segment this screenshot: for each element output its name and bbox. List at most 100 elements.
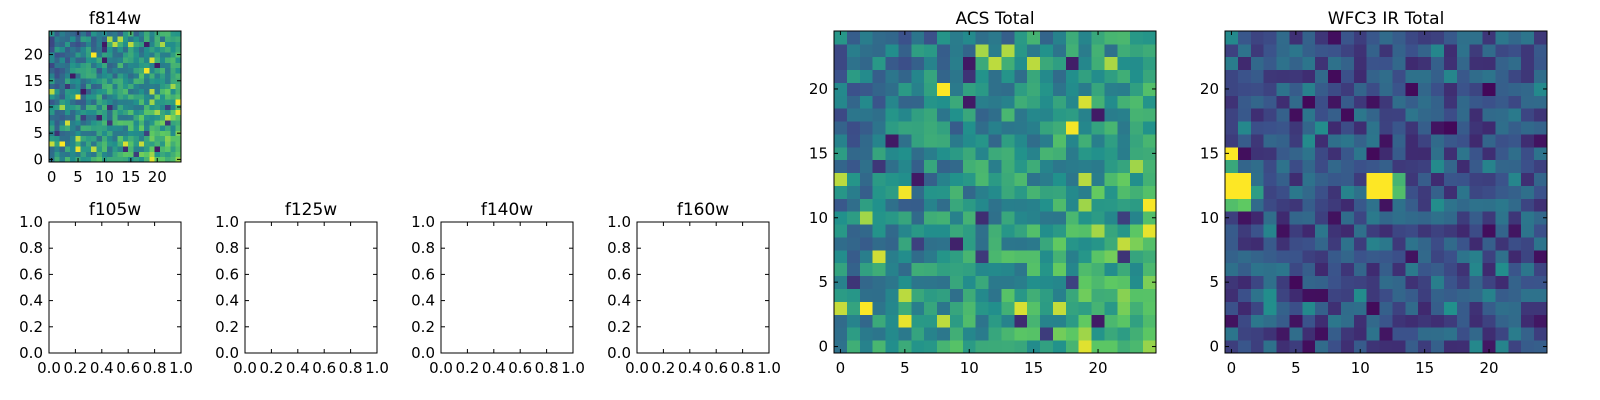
heatmap-cell	[949, 314, 964, 328]
panel-title: WFC3 IR Total	[1328, 9, 1445, 29]
heatmap-cell	[107, 72, 113, 79]
heatmap-cell	[1117, 288, 1131, 302]
heatmap-cell	[1534, 327, 1548, 341]
heatmap-cell	[1027, 95, 1041, 109]
heatmap-cell	[165, 36, 171, 42]
heatmap-cell	[1065, 198, 1080, 212]
heatmap-cell	[1392, 340, 1406, 354]
heatmap-cell	[1250, 56, 1265, 71]
heatmap-cell	[1418, 237, 1432, 251]
heatmap-cell	[117, 99, 124, 105]
heatmap-cell	[1353, 327, 1368, 341]
heatmap-cell	[1405, 146, 1419, 161]
heatmap-cell	[1302, 211, 1316, 225]
heatmap-cell	[1289, 275, 1303, 289]
heatmap-cell	[59, 51, 66, 58]
heatmap-cell	[1001, 327, 1015, 341]
heatmap-cell	[138, 51, 145, 58]
heatmap-cell	[54, 125, 60, 131]
heatmap-cell	[144, 99, 150, 105]
heatmap-cell	[924, 275, 938, 289]
heatmap-cell	[1405, 224, 1419, 238]
heatmap-cell	[924, 211, 938, 225]
heatmap-cell	[962, 82, 977, 96]
heatmap-cell	[1469, 301, 1483, 315]
heatmap-cell	[872, 69, 886, 83]
heatmap-cell	[149, 109, 155, 116]
heatmap-cell	[91, 146, 97, 152]
heatmap-cell	[1040, 159, 1054, 174]
heatmap-cell	[846, 56, 861, 71]
heatmap-cell	[1014, 146, 1028, 161]
heatmap-cell	[80, 151, 87, 158]
heatmap-cell	[80, 83, 87, 90]
heatmap-cell	[1117, 237, 1131, 251]
heatmap-cell	[70, 114, 76, 121]
heatmap-cell	[91, 156, 97, 163]
y-tick-label: 5	[1209, 273, 1219, 291]
heatmap-cell	[149, 46, 155, 53]
heatmap-cell	[1225, 108, 1239, 122]
heatmap-cell	[1001, 108, 1015, 122]
heatmap-cell	[949, 237, 964, 251]
heatmap-cell	[911, 172, 925, 186]
heatmap-cell	[85, 99, 92, 105]
heatmap-cell	[144, 67, 150, 74]
heatmap-cell	[1443, 198, 1458, 212]
heatmap-cell	[1237, 237, 1252, 251]
heatmap-cell	[1443, 134, 1458, 148]
heatmap-cell	[1456, 108, 1471, 122]
heatmap-cell	[170, 125, 177, 131]
heatmap-cell	[1263, 121, 1277, 135]
heatmap-cell	[149, 41, 155, 48]
heatmap-cell	[1431, 134, 1445, 148]
heatmap-cell	[107, 120, 113, 126]
heatmap-cell	[962, 121, 977, 135]
heatmap-cell	[85, 114, 92, 121]
heatmap-cell	[1456, 95, 1471, 109]
heatmap-cell	[1289, 198, 1303, 212]
heatmap-cell	[1392, 237, 1406, 251]
heatmap-cell	[149, 88, 155, 95]
heatmap-cell	[962, 262, 977, 277]
heatmap-cell	[1065, 262, 1080, 277]
heatmap-cell	[1495, 237, 1509, 251]
heatmap-cell	[949, 56, 964, 71]
heatmap-cell	[1443, 121, 1458, 135]
heatmap-cell	[1263, 262, 1277, 277]
axes-frame	[440, 221, 574, 354]
heatmap-cell	[1143, 121, 1157, 135]
heatmap-cell	[1469, 134, 1483, 148]
heatmap-cell	[911, 249, 925, 264]
heatmap-cell	[1250, 211, 1265, 225]
heatmap-cell	[1379, 262, 1393, 277]
heatmap-cell	[64, 88, 71, 95]
heatmap-cell	[80, 141, 87, 147]
heatmap-cell	[1302, 340, 1316, 354]
heatmap-cell	[1405, 340, 1419, 354]
heatmap-cell	[54, 72, 60, 79]
heatmap-cell	[1225, 159, 1239, 174]
heatmap-cell	[834, 43, 848, 58]
heatmap-cell	[1289, 224, 1303, 238]
heatmap-cell	[962, 146, 977, 161]
heatmap-cell	[107, 57, 113, 63]
heatmap-cell	[1443, 185, 1458, 199]
heatmap-cell	[1276, 198, 1290, 212]
heatmap-cell	[1431, 301, 1445, 315]
heatmap-cell	[144, 72, 150, 79]
heatmap-cell	[49, 141, 55, 147]
heatmap-cell	[70, 41, 76, 48]
heatmap-cell	[85, 46, 92, 53]
heatmap-cell	[64, 67, 71, 74]
heatmap-cell	[1091, 275, 1105, 289]
heatmap-cell	[175, 141, 182, 147]
heatmap-cell	[1340, 314, 1355, 328]
heatmap-cell	[1289, 43, 1303, 58]
heatmap-cell	[1315, 95, 1329, 109]
heatmap-cell	[117, 67, 124, 74]
heatmap-cell	[91, 109, 97, 116]
heatmap-cell	[975, 134, 989, 148]
heatmap-cell	[1250, 172, 1265, 186]
heatmap-cell	[75, 36, 82, 42]
